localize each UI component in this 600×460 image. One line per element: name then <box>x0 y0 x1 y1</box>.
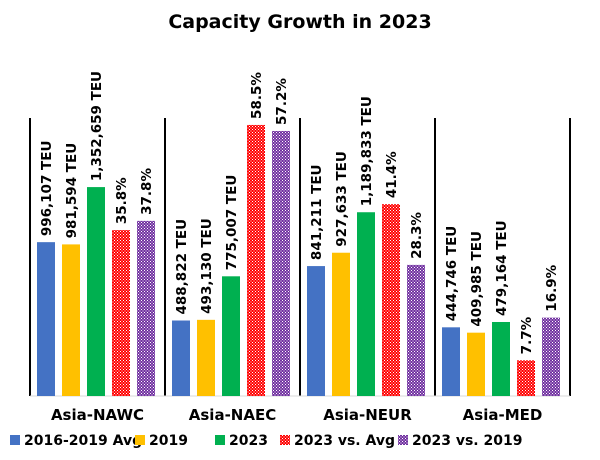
bar-2023-vs-avg <box>112 230 130 396</box>
legend-swatch <box>215 435 225 445</box>
bar-2019 <box>197 319 215 396</box>
legend-label: 2023 vs. Avg <box>294 433 395 449</box>
bar-2023-vs-avg <box>382 204 400 396</box>
chart-title: Capacity Growth in 2023 <box>168 11 431 33</box>
data-label: 488,822 TEU <box>174 219 190 315</box>
data-label: 444,746 TEU <box>444 226 460 322</box>
data-label: 37.8% <box>139 168 155 215</box>
legend-label: 2016-2019 Avg <box>24 433 142 449</box>
data-label: 35.8% <box>114 177 130 224</box>
data-label: 7.7% <box>519 316 535 354</box>
bar-2019 <box>467 332 485 396</box>
legend-label: 2023 vs. 2019 <box>412 433 522 449</box>
data-label: 479,164 TEU <box>494 220 510 316</box>
bar-2016-2019-avg <box>37 242 55 396</box>
legend-swatch <box>280 435 290 445</box>
data-label: 775,007 TEU <box>224 175 240 271</box>
data-label: 409,985 TEU <box>469 231 485 327</box>
bar-2023-vs-2019 <box>407 264 425 396</box>
bar-2023-vs-2019 <box>272 130 290 396</box>
data-label: 1,189,833 TEU <box>359 96 375 206</box>
data-label: 57.2% <box>274 78 290 125</box>
data-label: 1,352,659 TEU <box>89 71 105 181</box>
bar-2023 <box>222 276 240 396</box>
category-label: Asia-NAEC <box>189 406 276 424</box>
bar-2019 <box>62 244 80 396</box>
data-label: 41.4% <box>384 151 400 198</box>
legend-swatch <box>10 435 20 445</box>
legend-swatch <box>135 435 145 445</box>
bar-2023 <box>87 187 105 396</box>
data-label: 493,130 TEU <box>199 218 215 314</box>
data-label: 996,107 TEU <box>39 141 55 237</box>
bar-2016-2019-avg <box>307 266 325 396</box>
bar-2023-vs-avg <box>247 124 265 396</box>
category-label: Asia-NEUR <box>323 406 412 424</box>
bar-2016-2019-avg <box>172 320 190 396</box>
bar-2016-2019-avg <box>442 327 460 396</box>
legend-swatch <box>398 435 408 445</box>
bar-2023 <box>492 321 510 396</box>
data-label: 58.5% <box>249 72 265 119</box>
bar-2023-vs-2019 <box>137 220 155 396</box>
data-label: 927,633 TEU <box>334 151 350 247</box>
category-label: Asia-MED <box>463 406 543 424</box>
bar-2019 <box>332 252 350 396</box>
legend: 2016-2019 Avg 2019 2023 2023 vs. Avg 2023 vs… <box>10 433 522 449</box>
data-label: 16.9% <box>544 264 560 311</box>
bar-2023-vs-2019 <box>542 317 560 396</box>
bar-2023 <box>357 212 375 396</box>
legend-label: 2023 <box>229 433 268 449</box>
bar-2023-vs-avg <box>517 360 535 396</box>
data-label: 28.3% <box>409 212 425 259</box>
legend-label: 2019 <box>149 433 188 449</box>
category-label: Asia-NAWC <box>51 406 144 424</box>
data-label: 841,211 TEU <box>309 164 325 260</box>
data-label: 981,594 TEU <box>64 143 80 239</box>
